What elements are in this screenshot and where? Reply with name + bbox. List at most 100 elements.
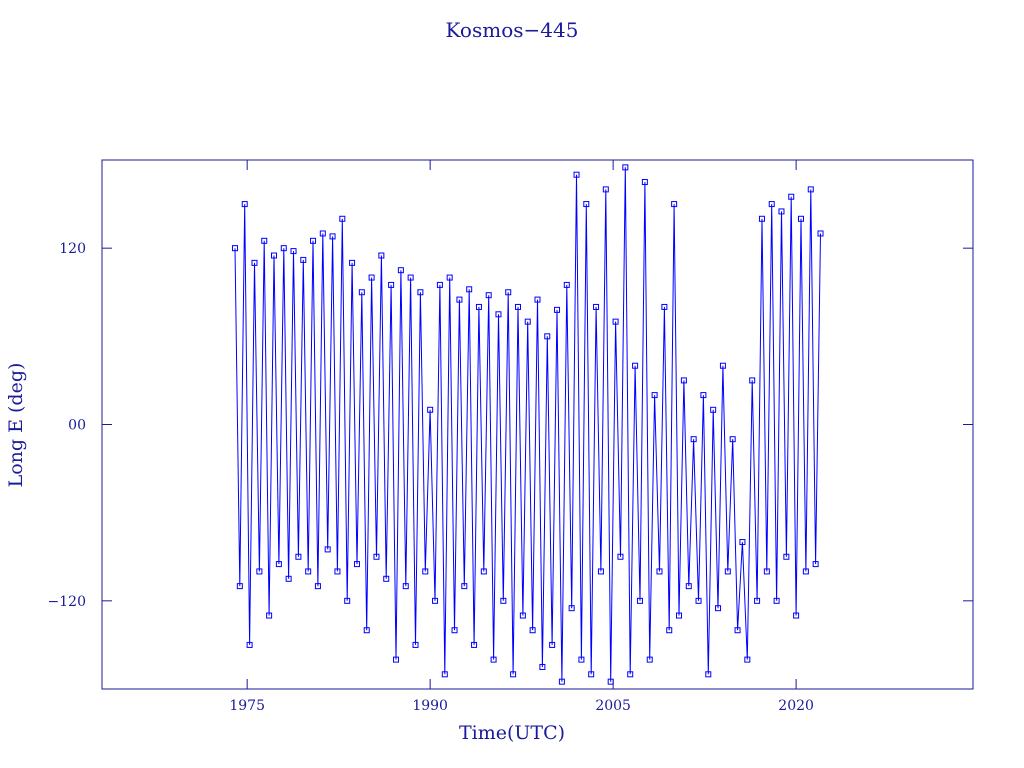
x-axis-label: Time(UTC) <box>459 722 565 744</box>
data-point <box>700 392 707 399</box>
data-point <box>778 208 785 215</box>
data-point <box>266 612 273 619</box>
data-point <box>241 201 248 208</box>
data-point <box>593 303 600 310</box>
data-point <box>432 597 439 604</box>
data-point <box>285 575 292 582</box>
data-point <box>676 612 683 619</box>
x-tick-label: 2005 <box>595 698 631 714</box>
data-point <box>758 215 765 222</box>
data-point <box>485 292 492 299</box>
data-point <box>549 641 556 648</box>
data-point <box>573 171 580 178</box>
data-point <box>500 597 507 604</box>
data-point <box>383 575 390 582</box>
plot-area <box>231 164 824 685</box>
data-point <box>734 627 741 634</box>
data-point <box>422 568 429 575</box>
data-point <box>812 561 819 568</box>
data-point <box>749 377 756 384</box>
data-point <box>368 274 375 281</box>
data-point <box>305 568 312 575</box>
data-point <box>558 678 565 685</box>
data-point <box>763 568 770 575</box>
data-point <box>627 671 634 678</box>
data-point <box>671 201 678 208</box>
data-point <box>261 237 268 244</box>
data-point <box>466 286 473 293</box>
data-point <box>568 605 575 612</box>
data-point <box>529 627 536 634</box>
data-point <box>427 406 434 413</box>
data-point <box>583 201 590 208</box>
data-point <box>480 568 487 575</box>
data-point <box>363 627 370 634</box>
x-tick-label: 1990 <box>412 698 448 714</box>
data-point <box>651 392 658 399</box>
data-point <box>310 237 317 244</box>
data-point <box>685 583 692 590</box>
data-point <box>275 561 282 568</box>
data-point <box>436 281 443 288</box>
data-point <box>402 583 409 590</box>
data-point <box>617 553 624 560</box>
data-point <box>724 568 731 575</box>
data-point <box>744 656 751 663</box>
data-point <box>397 267 404 274</box>
plot-frame <box>101 159 974 690</box>
data-point <box>236 583 243 590</box>
data-point <box>641 179 648 186</box>
y-tick-label: 120 <box>59 241 86 257</box>
data-point <box>412 641 419 648</box>
data-point <box>339 215 346 222</box>
data-point <box>344 597 351 604</box>
data-point <box>319 230 326 237</box>
data-point <box>602 186 609 193</box>
data-point <box>646 656 653 663</box>
data-point <box>705 671 712 678</box>
data-point <box>280 245 287 252</box>
data-point <box>807 186 814 193</box>
data-point <box>314 583 321 590</box>
data-point <box>783 553 790 560</box>
data-point <box>554 306 561 313</box>
data-point <box>256 568 263 575</box>
data-point <box>612 318 619 325</box>
data-point <box>475 303 482 310</box>
data-point <box>295 553 302 560</box>
data-point <box>324 546 331 553</box>
data-point <box>231 245 238 252</box>
data-point <box>622 164 629 171</box>
data-point <box>544 333 551 340</box>
data-point <box>754 597 761 604</box>
data-point <box>797 215 804 222</box>
data-point <box>378 252 385 259</box>
data-point <box>597 568 604 575</box>
data-point <box>510 671 517 678</box>
data-point <box>290 248 297 255</box>
data-point <box>524 318 531 325</box>
data-point <box>300 256 307 263</box>
data-point <box>388 281 395 288</box>
y-tick-label: −120 <box>48 594 86 610</box>
chart-title: Kosmos−445 <box>446 18 579 42</box>
data-point <box>251 259 258 266</box>
data-point <box>710 406 717 413</box>
data-point <box>563 281 570 288</box>
data-point <box>246 641 253 648</box>
data-point <box>539 663 546 670</box>
data-point <box>441 671 448 678</box>
data-point <box>773 597 780 604</box>
data-point <box>729 436 736 443</box>
data-point <box>456 296 463 303</box>
data-point <box>334 568 341 575</box>
data-point <box>768 201 775 208</box>
data-point <box>417 289 424 296</box>
data-point <box>495 311 502 318</box>
x-tick-label: 2020 <box>778 698 814 714</box>
data-point <box>715 605 722 612</box>
data-point <box>451 627 458 634</box>
data-point <box>271 252 278 259</box>
data-point <box>793 612 800 619</box>
data-point <box>788 193 795 200</box>
